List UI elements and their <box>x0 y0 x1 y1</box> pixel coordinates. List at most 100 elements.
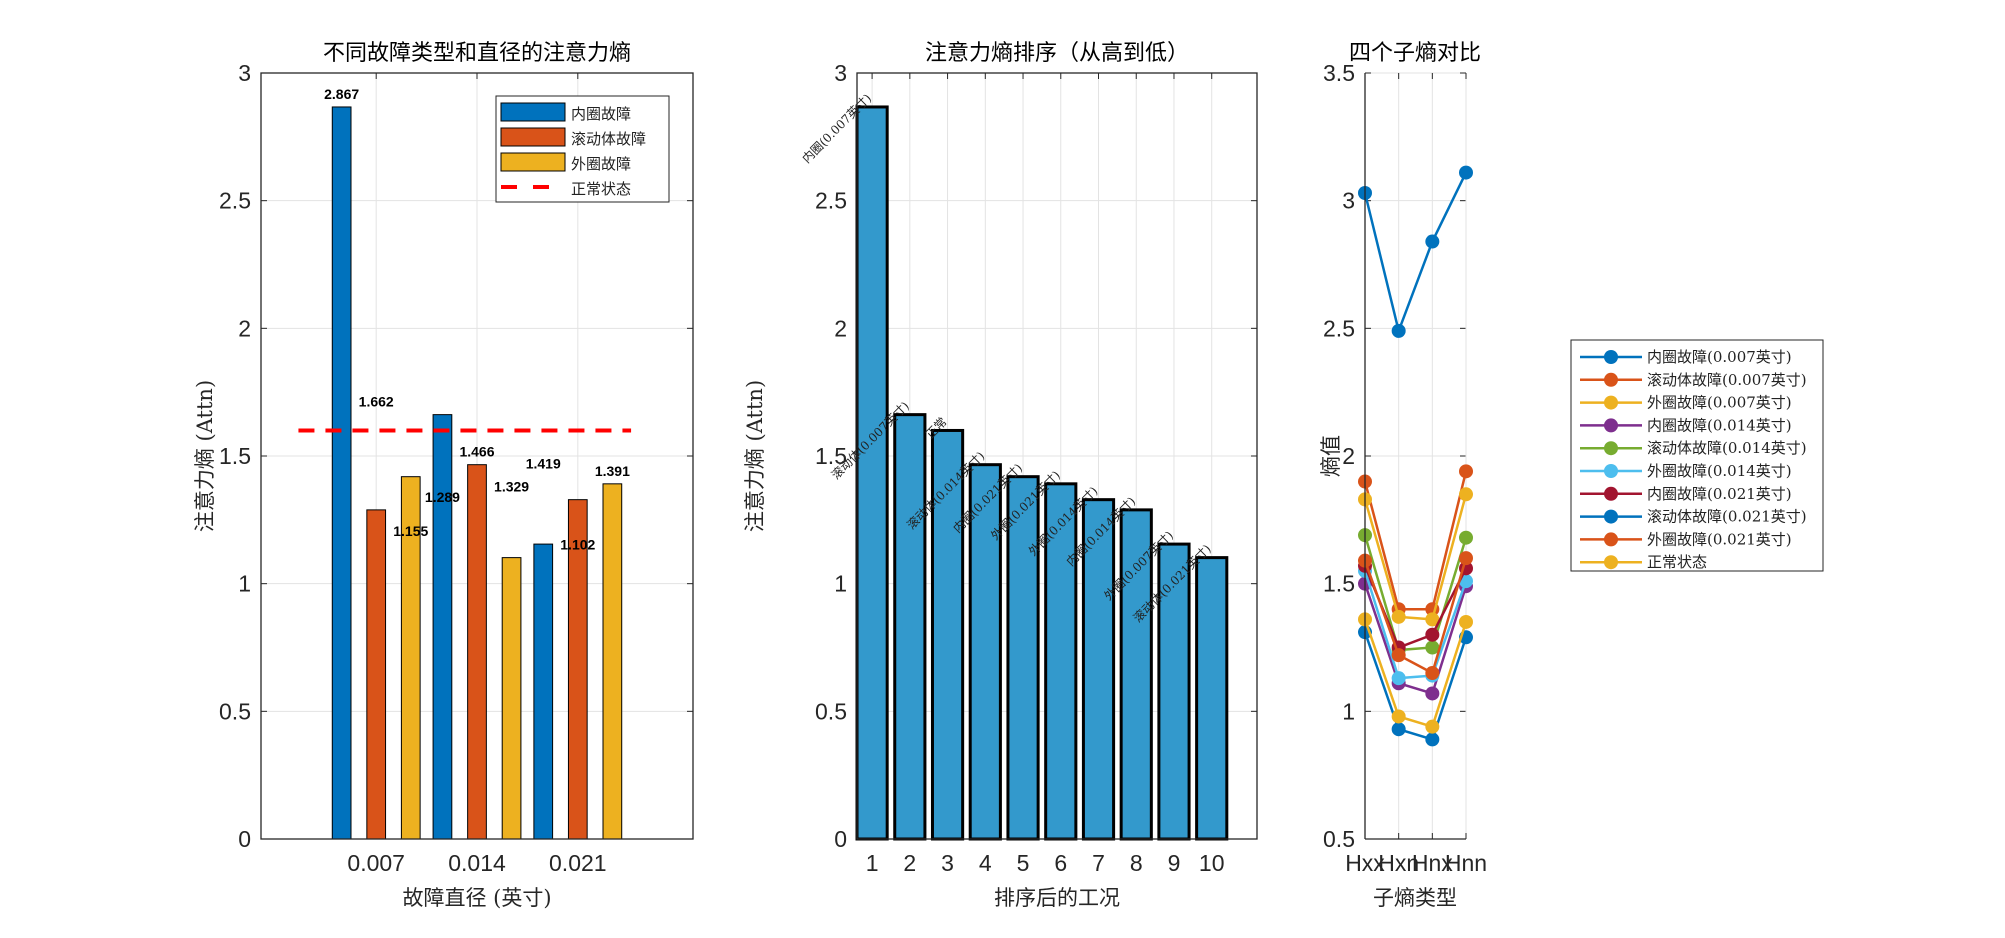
legend-marker <box>1604 555 1618 570</box>
data-label: 1.289 <box>425 489 460 505</box>
chart2-xtick-label: 5 <box>1017 850 1030 876</box>
series-marker <box>1459 487 1473 502</box>
series-marker <box>1459 551 1473 566</box>
chart2-xtick-label: 2 <box>903 850 916 876</box>
chart-sorted-entropy: 注意力熵排序（从高到低） 排序后的工况 注意力熵 (Attn) 0 0.5 1 1.5… <box>743 41 1258 910</box>
chart1-xtick-label: 0.021 <box>549 850 607 876</box>
legend-label: 内圈故障(0.021英寸) <box>1647 485 1792 503</box>
legend-label: 外圈故障(0.007英寸) <box>1647 394 1792 412</box>
chart2-title: 注意力熵排序（从高到低） <box>925 41 1189 66</box>
chart3-xtick-label: Hxx <box>1345 850 1385 876</box>
bar-外圈故障 <box>602 483 623 840</box>
series-marker <box>1459 530 1473 545</box>
series-line <box>1363 557 1468 675</box>
chart-subentropy-comparison: 四个子熵对比 子熵类型 熵值 0.5 1 1.5 2 2.5 3 3.5 HxxHxnHnxH… <box>1319 41 1824 910</box>
legend-label: 外圈故障(0.021英寸) <box>1647 530 1792 548</box>
chart1-xlabel: 故障直径 (英寸) <box>402 886 551 910</box>
legend-marker <box>1604 532 1618 547</box>
bar-内圈故障 <box>432 414 453 840</box>
legend-marker <box>1604 395 1618 410</box>
chart3-xlabel: 子熵类型 <box>1373 886 1457 910</box>
series-marker <box>1391 671 1406 686</box>
chart2-xtick-label: 3 <box>941 850 954 876</box>
legend-marker <box>1604 372 1618 387</box>
series-line <box>1363 583 1468 696</box>
legend-label: 外圈故障(0.014英寸) <box>1647 462 1792 480</box>
chart2-axes-frame <box>856 72 1258 840</box>
chart2-ytick-label: 3 <box>834 60 847 86</box>
chart1-xtick-label: 0.014 <box>448 850 506 876</box>
series-marker <box>1391 609 1406 624</box>
legend-label: 内圈故障(0.014英寸) <box>1647 416 1792 434</box>
bar-内圈故障 <box>331 106 352 840</box>
chart2-ytick-label: 1.5 <box>815 443 847 469</box>
legend-label: 滚动体故障(0.021英寸) <box>1647 508 1807 526</box>
chart3-ytick-label: 2.5 <box>1323 315 1355 341</box>
chart3-ylabel: 熵值 <box>1319 435 1343 477</box>
legend-label: 外圈故障 <box>571 155 631 173</box>
chart1-ytick-label: 2 <box>238 315 251 341</box>
series-marker <box>1391 323 1406 338</box>
legend-label: 正常状态 <box>1647 553 1707 571</box>
sorted-bar <box>1081 498 1116 841</box>
chart1-ytick-label: 1.5 <box>219 443 251 469</box>
chart2-ytick-label: 0.5 <box>815 698 847 724</box>
chart2-xtick-label: 8 <box>1130 850 1143 876</box>
chart2-xlabel: 排序后的工况 <box>994 886 1120 910</box>
data-label: 1.155 <box>393 523 428 539</box>
series-marker <box>1425 612 1440 627</box>
series-marker <box>1425 719 1440 734</box>
series-marker <box>1425 666 1440 681</box>
chart2-xtick-label: 6 <box>1054 850 1067 876</box>
series-line <box>1363 570 1468 680</box>
legend-label: 滚动体故障 <box>571 130 646 148</box>
series-line <box>1363 631 1468 741</box>
chart1-axes-frame <box>260 72 694 840</box>
chart3-ytick-label: 1 <box>1342 698 1355 724</box>
data-label: 1.466 <box>459 444 494 460</box>
legend-label: 滚动体故障(0.007英寸) <box>1647 371 1807 389</box>
series-line <box>1363 493 1468 621</box>
chart2-xtick-label: 1 <box>866 850 879 876</box>
chart2-xtick-label: 7 <box>1092 850 1105 876</box>
chart1-legend-box <box>495 95 670 203</box>
series-marker <box>1425 686 1440 701</box>
chart2-xtick-label: 10 <box>1199 850 1225 876</box>
series-line <box>1363 619 1468 729</box>
legend-label: 滚动体故障(0.014英寸) <box>1647 439 1807 457</box>
data-label: 1.329 <box>494 479 529 495</box>
legend-marker <box>1604 418 1618 433</box>
series-marker <box>1425 234 1440 249</box>
sorted-bar <box>1195 556 1229 841</box>
chart3-ytick-label: 3.5 <box>1323 60 1355 86</box>
chart-fault-type-entropy: 不同故障类型和直径的注意力熵 故障直径 (英寸) 注意力熵 (Attn) 0 0.… <box>193 41 694 910</box>
chart2-ytick-label: 1 <box>834 571 847 597</box>
chart1-ylabel: 注意力熵 (Attn) <box>193 380 217 532</box>
data-label: 2.867 <box>324 86 359 102</box>
series-marker <box>1425 732 1440 747</box>
legend-marker <box>1604 441 1618 456</box>
legend-swatch <box>500 152 566 172</box>
legend-label: 正常状态 <box>571 180 631 198</box>
bar-内圈故障 <box>533 543 554 840</box>
chart3-ytick-label: 1.5 <box>1323 571 1355 597</box>
bar-滚动体故障 <box>467 464 487 840</box>
series-marker <box>1459 614 1473 629</box>
legend-marker <box>1604 509 1618 524</box>
legend-marker <box>1604 464 1618 478</box>
legend-marker <box>1604 350 1618 364</box>
legend-label: 内圈故障(0.007英寸) <box>1647 348 1792 366</box>
series-marker <box>1459 165 1473 180</box>
series-line <box>1363 471 1468 611</box>
series-line <box>1363 172 1468 336</box>
series-marker <box>1391 648 1406 663</box>
data-label: 1.662 <box>359 394 394 410</box>
chart1-ytick-label: 1 <box>238 571 251 597</box>
series-marker <box>1391 709 1406 724</box>
chart3-ytick-label: 0.5 <box>1323 826 1355 852</box>
series-marker <box>1425 627 1440 642</box>
chart1-ytick-label: 0 <box>238 826 251 852</box>
chart2-ytick-label: 0 <box>834 826 847 852</box>
